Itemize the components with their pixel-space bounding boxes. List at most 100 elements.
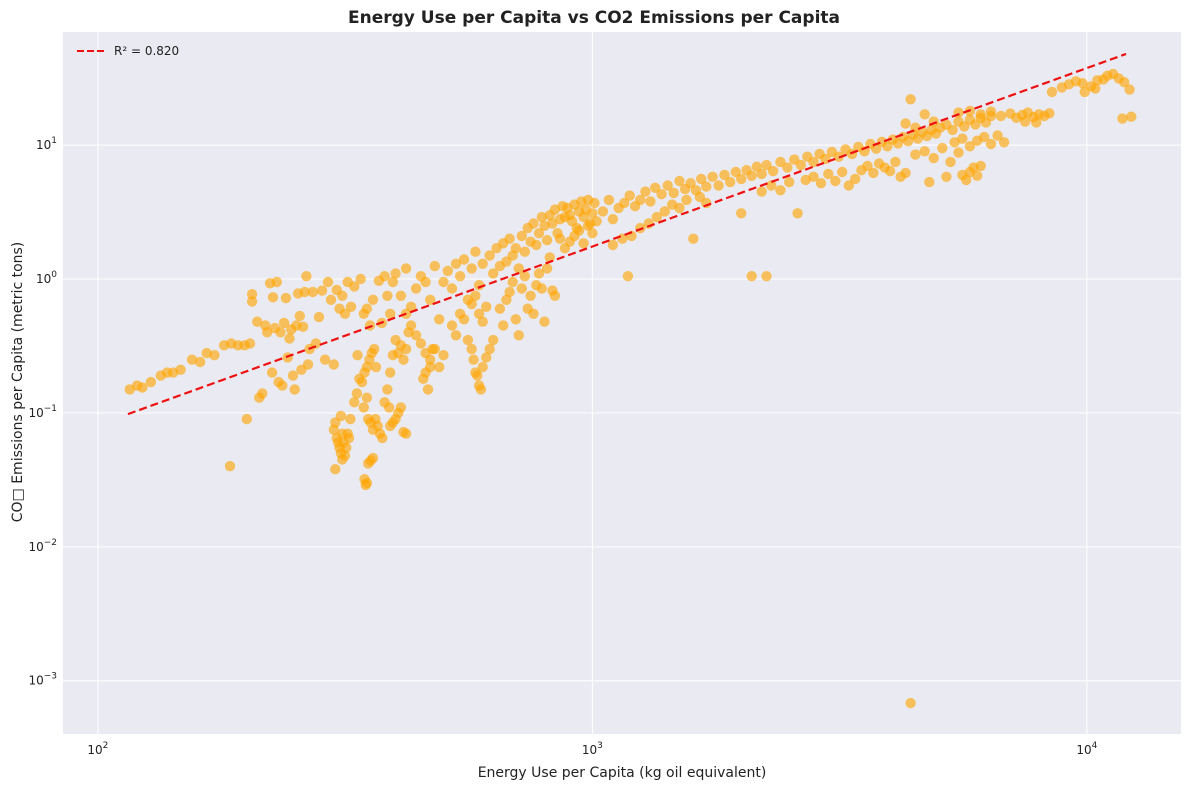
data-point bbox=[313, 311, 325, 323]
data-point bbox=[473, 280, 485, 291]
data-point bbox=[985, 106, 997, 117]
data-point bbox=[446, 320, 458, 331]
data-point bbox=[1077, 78, 1088, 89]
data-point bbox=[746, 170, 757, 181]
data-point bbox=[957, 133, 968, 144]
data-point bbox=[504, 233, 515, 244]
data-point bbox=[494, 303, 506, 314]
data-point bbox=[241, 413, 252, 425]
data-point bbox=[947, 124, 958, 136]
data-point bbox=[1126, 111, 1137, 122]
data-point bbox=[488, 268, 499, 279]
data-point bbox=[945, 156, 956, 168]
data-point bbox=[488, 334, 499, 346]
data-point bbox=[674, 175, 685, 187]
data-point bbox=[280, 292, 292, 304]
data-point bbox=[395, 290, 407, 301]
data-point bbox=[533, 228, 545, 239]
data-points bbox=[124, 68, 1137, 709]
data-point bbox=[470, 290, 481, 301]
data-point bbox=[919, 146, 930, 157]
data-point bbox=[1044, 108, 1055, 119]
data-point bbox=[405, 320, 417, 331]
data-point bbox=[701, 181, 712, 192]
data-point bbox=[267, 292, 279, 303]
data-point bbox=[784, 176, 795, 188]
data-point bbox=[823, 168, 834, 180]
data-point bbox=[795, 159, 807, 171]
legend-label: R² = 0.820 bbox=[114, 44, 179, 58]
data-point bbox=[587, 208, 598, 219]
data-point bbox=[425, 294, 436, 305]
data-point bbox=[477, 258, 488, 269]
data-point bbox=[905, 94, 916, 105]
data-point bbox=[266, 367, 278, 378]
data-point bbox=[589, 197, 600, 209]
data-point bbox=[979, 131, 990, 143]
data-point bbox=[746, 271, 757, 282]
data-point bbox=[516, 230, 527, 242]
data-point bbox=[603, 194, 615, 206]
data-point bbox=[998, 137, 1010, 148]
y-tick-label: 10−2 bbox=[28, 538, 57, 554]
data-point bbox=[541, 235, 553, 246]
y-axis-label: CO□ Emissions per Capita (metric tons) bbox=[10, 242, 26, 523]
data-point bbox=[578, 238, 589, 249]
data-point bbox=[337, 290, 348, 301]
data-point bbox=[438, 350, 449, 361]
data-point bbox=[410, 330, 422, 341]
data-point bbox=[719, 169, 730, 181]
data-point bbox=[507, 276, 518, 288]
data-point bbox=[484, 343, 495, 355]
data-point bbox=[175, 364, 186, 375]
data-point bbox=[209, 350, 220, 361]
data-point bbox=[766, 180, 777, 191]
data-point bbox=[475, 384, 487, 395]
data-point bbox=[528, 218, 539, 229]
data-point bbox=[379, 271, 390, 282]
data-point bbox=[390, 268, 401, 279]
data-point bbox=[650, 182, 661, 193]
data-point bbox=[674, 202, 685, 214]
data-point bbox=[358, 402, 369, 413]
data-point bbox=[640, 186, 651, 197]
data-point bbox=[972, 170, 983, 181]
data-point bbox=[367, 294, 379, 305]
data-point bbox=[454, 271, 466, 282]
data-point bbox=[302, 359, 314, 370]
data-point bbox=[619, 197, 630, 209]
data-point bbox=[325, 294, 337, 305]
data-point bbox=[398, 354, 409, 365]
data-point bbox=[450, 330, 462, 341]
data-point bbox=[434, 361, 445, 373]
data-point bbox=[385, 308, 396, 319]
data-point bbox=[513, 330, 524, 341]
data-point bbox=[429, 260, 440, 272]
data-point bbox=[985, 138, 997, 150]
data-point bbox=[289, 384, 300, 395]
data-point bbox=[427, 343, 438, 355]
data-point bbox=[736, 173, 747, 185]
data-point bbox=[941, 171, 952, 182]
data-point bbox=[352, 350, 363, 361]
y-tick-label: 101 bbox=[36, 136, 57, 152]
x-tick-label: 103 bbox=[582, 741, 603, 757]
data-point bbox=[301, 271, 312, 282]
data-point bbox=[367, 452, 379, 464]
data-point bbox=[341, 442, 352, 453]
data-point bbox=[868, 167, 879, 179]
data-point bbox=[528, 308, 539, 319]
data-point bbox=[761, 271, 772, 282]
data-point bbox=[446, 283, 458, 294]
data-point bbox=[905, 697, 916, 709]
data-point bbox=[400, 343, 412, 355]
y-tick-label: 10−1 bbox=[28, 404, 57, 420]
data-point bbox=[345, 413, 356, 425]
data-point bbox=[510, 243, 521, 254]
data-point bbox=[415, 338, 427, 349]
data-point bbox=[549, 290, 561, 301]
data-point bbox=[964, 141, 976, 152]
data-point bbox=[316, 285, 328, 296]
data-point bbox=[361, 303, 373, 314]
data-point bbox=[635, 194, 646, 206]
